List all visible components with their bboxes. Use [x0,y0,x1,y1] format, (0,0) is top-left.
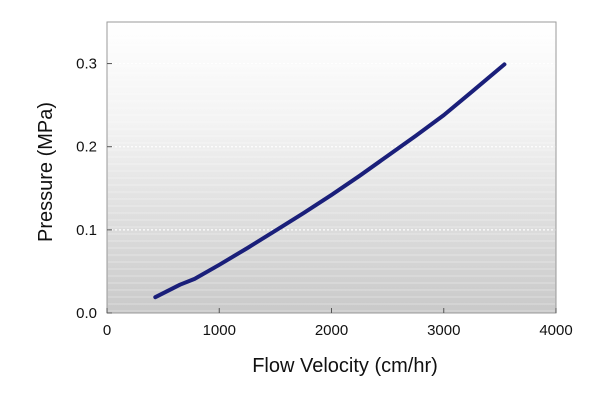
y-axis-ticks: 0.0 0.1 0.2 0.3 [76,56,112,322]
x-tick-label: 2000 [315,322,348,339]
y-axis-title: Pressure (MPa) [35,102,57,242]
x-tick-label: 1000 [203,322,236,339]
series-layer [153,62,507,300]
y-tick-label: 0.1 [76,222,97,239]
series-line [153,62,507,300]
plot-background [107,22,556,313]
plot-stripes [108,23,555,312]
x-tick-label: 3000 [427,322,460,339]
y-tick-label: 0.0 [76,305,97,322]
x-axis-ticks: 0 1000 2000 3000 4000 [103,308,573,339]
y-tick-label: 0.3 [76,56,97,73]
y-tick-label: 0.2 [76,139,97,156]
x-tick-label: 4000 [539,322,572,339]
x-tick-label: 0 [103,322,111,339]
gridlines [107,62,556,231]
x-axis-title: Flow Velocity (cm/hr) [252,355,438,377]
